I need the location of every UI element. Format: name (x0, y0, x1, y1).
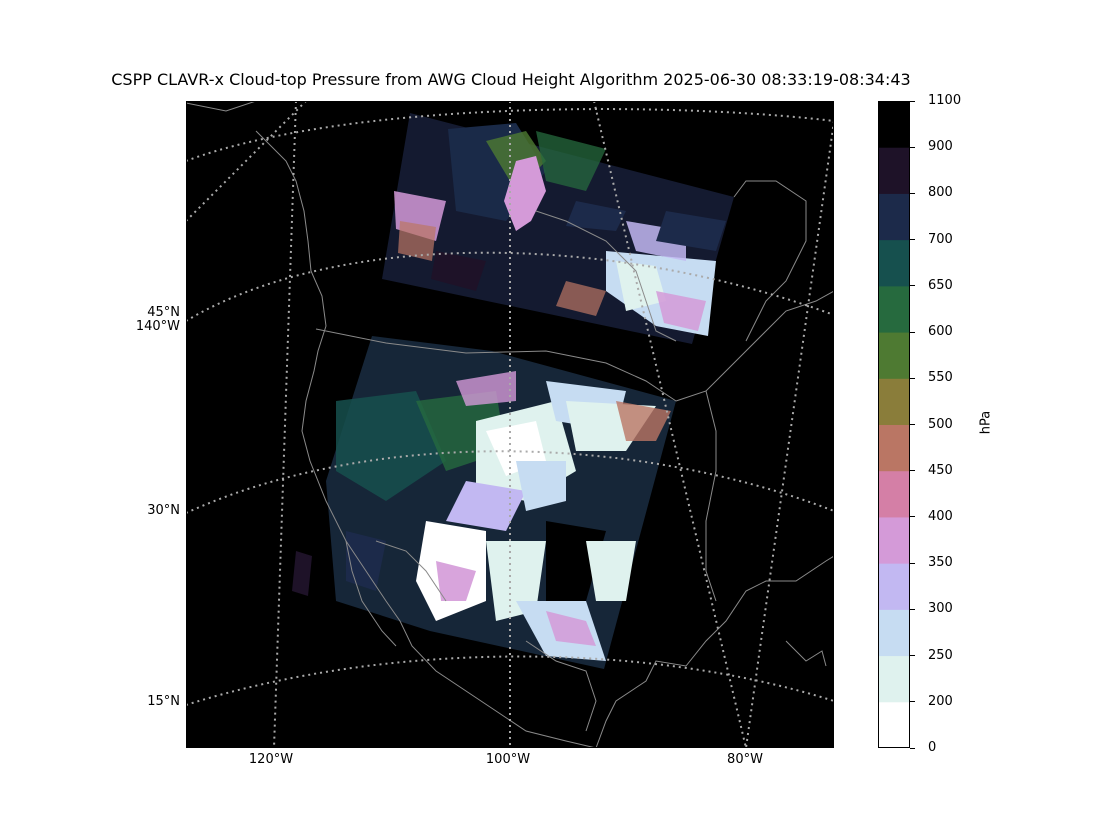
graticule (186, 101, 834, 748)
colorbar-canvas (878, 101, 910, 749)
colorbar-tickmark (910, 146, 915, 148)
colorbar-label: hPa (978, 410, 994, 435)
colorbar-tick-label: 400 (928, 508, 953, 524)
colorbar-segment (878, 147, 910, 194)
lat-tick-30n: 30°N (147, 503, 180, 518)
colorbar-segment (878, 285, 910, 333)
colorbar-tickmark (910, 655, 915, 657)
colorbar-tickmark (910, 377, 915, 379)
colorbar-tick-label: 450 (928, 462, 953, 478)
colorbar-tickmark (910, 424, 915, 425)
cloud-swath-south (292, 336, 676, 669)
colorbar-tick-label: 900 (928, 139, 953, 155)
parallel-45n (186, 251, 834, 322)
map-frame (186, 101, 834, 748)
colorbar-tick-label: 200 (928, 693, 953, 709)
colorbar-tick-label: 600 (928, 324, 953, 340)
colorbar-tickmark (910, 608, 915, 610)
colorbar-tick-label: 700 (928, 231, 953, 247)
map-canvas (186, 101, 834, 748)
colorbar-tick-label: 350 (928, 555, 953, 571)
colorbar-segment (878, 655, 910, 703)
colorbar-segment (878, 332, 910, 379)
coastlines (186, 101, 834, 748)
map-panel (186, 101, 834, 748)
meridian-140w (186, 101, 307, 222)
colorbar-tick-label: 300 (928, 601, 953, 617)
colorbar-segment (878, 470, 910, 518)
colorbar-tick-label: 500 (928, 416, 953, 432)
lon-tick-80w: 80°W (727, 752, 763, 767)
lon-tick-100w: 100°W (485, 752, 531, 767)
colorbar-tickmark (910, 562, 915, 564)
colorbar (878, 101, 910, 749)
meridian-80w (593, 101, 747, 748)
colorbar-tickmark (910, 516, 915, 518)
lon-tick-140w-left: 140°W (135, 319, 180, 334)
colorbar-tick-label: 0 (928, 740, 937, 755)
colorbar-segment (878, 101, 910, 148)
colorbar-segment (878, 193, 910, 241)
colorbar-tick-label: 1100 (928, 93, 962, 108)
colorbar-tick-label: 650 (928, 277, 953, 293)
colorbar-tickmark (910, 100, 915, 102)
colorbar-segment (878, 609, 910, 657)
colorbar-segment (878, 701, 910, 749)
colorbar-segment (878, 424, 910, 472)
cloud-swath-north (382, 113, 734, 344)
lat-tick-15n: 15°N (147, 694, 180, 709)
lon-tick-120w: 120°W (248, 752, 294, 767)
colorbar-tickmark (910, 192, 915, 194)
colorbar-tickmark (910, 701, 915, 703)
colorbar-frame (878, 101, 910, 748)
colorbar-tickmark (910, 747, 915, 749)
plot-title: CSPP CLAVR-x Cloud-top Pressure from AWG… (111, 70, 911, 89)
colorbar-segment (878, 516, 910, 564)
parallel-60n (186, 108, 834, 162)
colorbar-tickmark (910, 239, 915, 241)
colorbar-tickmark (910, 331, 915, 333)
colorbar-segment (878, 563, 910, 610)
colorbar-segment (878, 378, 910, 425)
colorbar-segment (878, 239, 910, 287)
lat-tick-45n: 45°N (147, 305, 180, 320)
colorbar-tickmark (910, 470, 915, 472)
parallel-15n (186, 655, 834, 706)
colorbar-tick-label: 800 (928, 185, 953, 201)
colorbar-tick-label: 550 (928, 370, 953, 386)
colorbar-tickmark (910, 285, 915, 287)
colorbar-tick-label: 250 (928, 647, 953, 663)
